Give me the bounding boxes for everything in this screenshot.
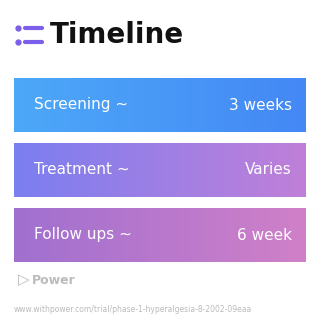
FancyBboxPatch shape [13,207,307,263]
Text: Screening ~: Screening ~ [34,97,128,112]
Text: Treatment ~: Treatment ~ [34,163,130,178]
FancyBboxPatch shape [13,77,307,133]
Text: Follow ups ~: Follow ups ~ [34,228,132,243]
Text: 3 weeks: 3 weeks [229,97,292,112]
Text: Power: Power [32,273,76,286]
FancyBboxPatch shape [13,142,307,198]
Text: Varies: Varies [245,163,292,178]
Text: ▷: ▷ [18,272,30,287]
Text: 6 week: 6 week [237,228,292,243]
Text: www.withpower.com/trial/phase-1-hyperalgesia-8-2002-09eaa: www.withpower.com/trial/phase-1-hyperalg… [14,305,252,315]
Text: Timeline: Timeline [50,21,184,49]
